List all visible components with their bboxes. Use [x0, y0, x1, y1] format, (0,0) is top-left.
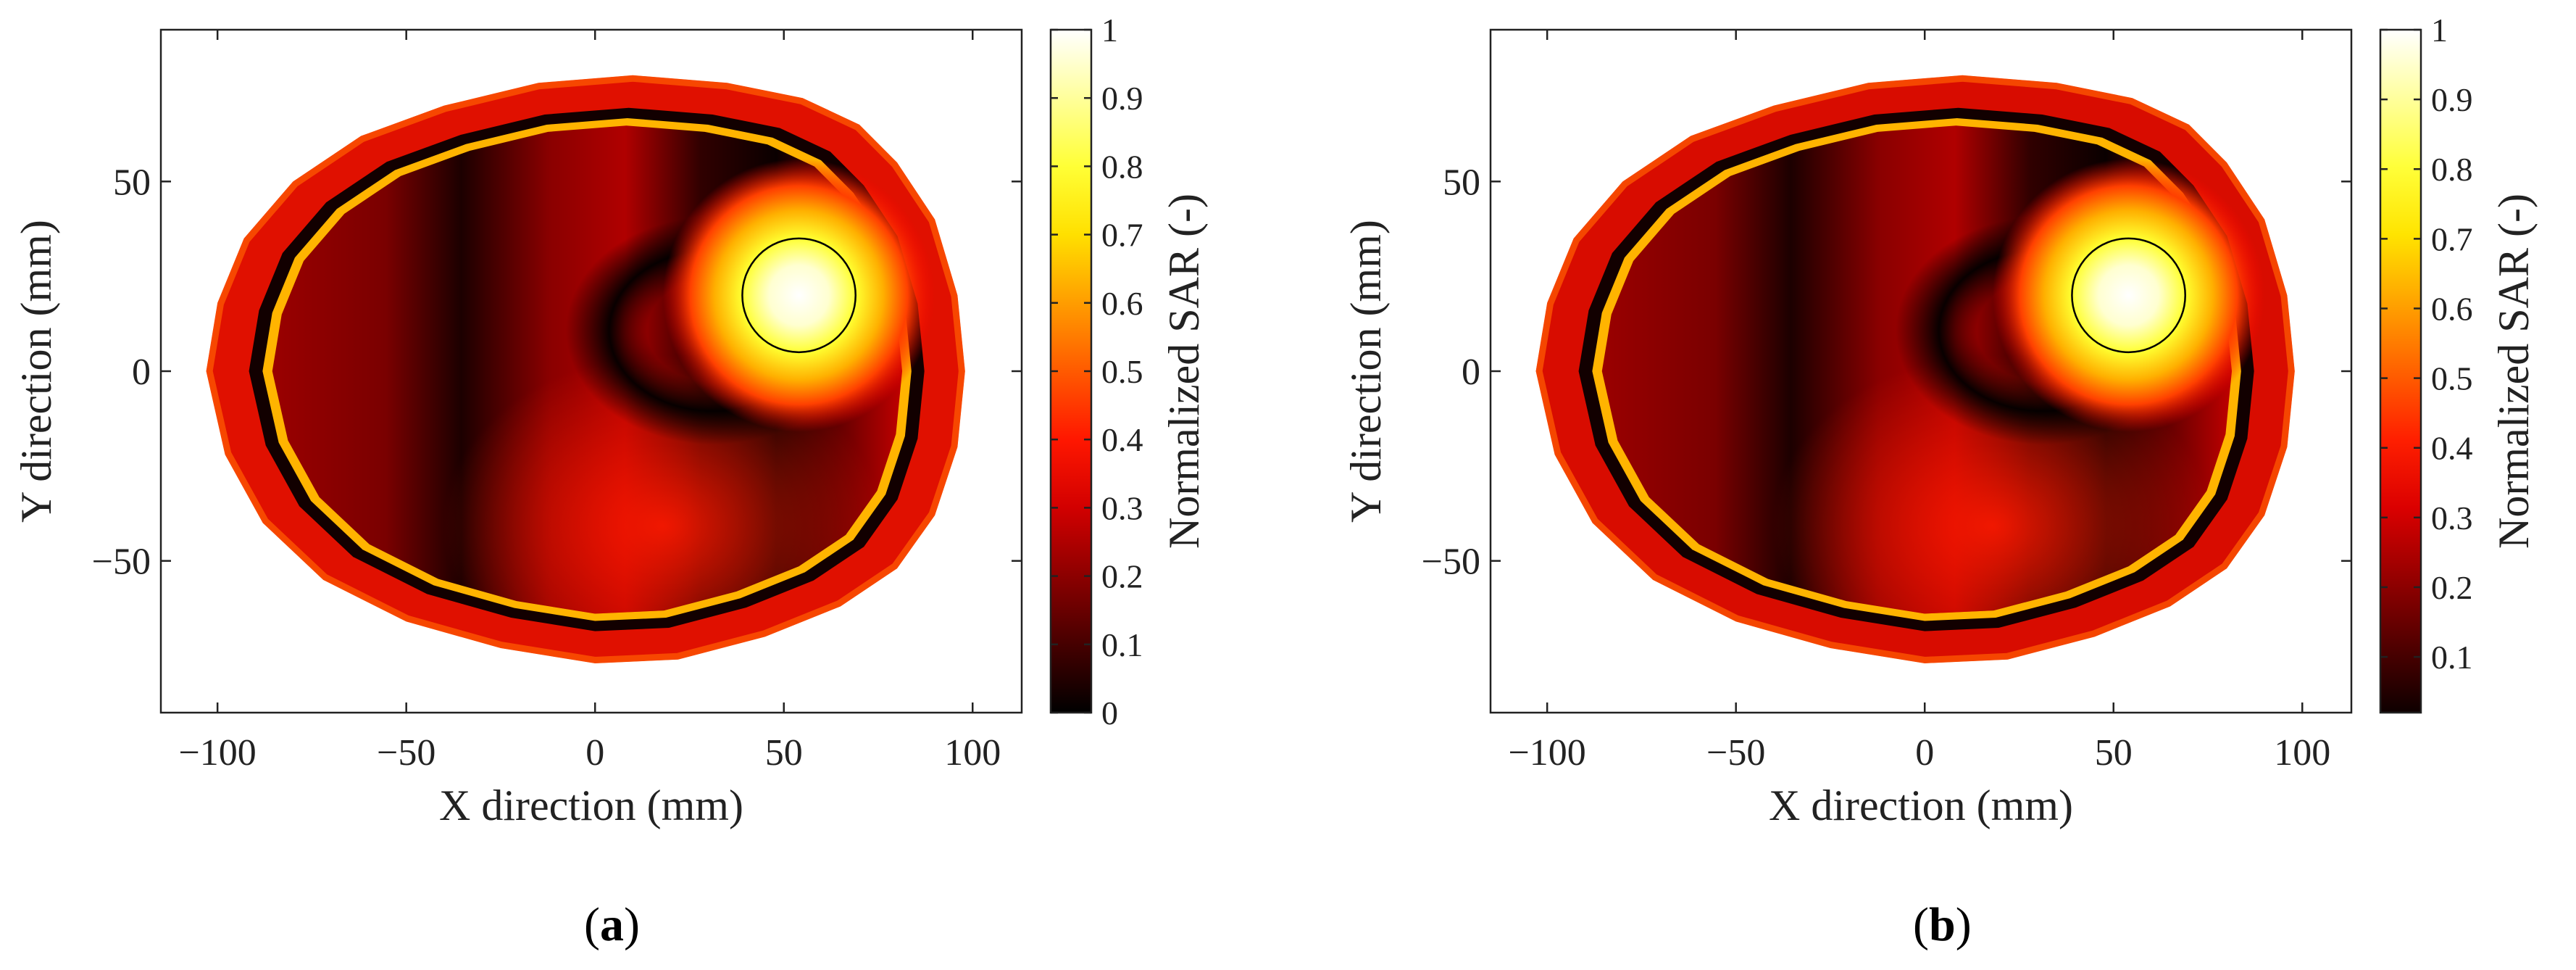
panel-label-a: (a): [584, 898, 640, 951]
y-tick-label: 50: [1443, 162, 1480, 203]
colorbar-tick-label: 0.8: [2431, 151, 2473, 188]
colorbar-tick-label: 0.3: [1101, 489, 1143, 526]
colorbar-tick-label: 0.6: [2431, 290, 2473, 327]
colorbar-tick-label: 0.1: [1101, 626, 1143, 663]
y-tick-label: 50: [113, 162, 151, 203]
colorbar-tick-label: 1: [2431, 12, 2448, 49]
x-tick-label: 100: [2274, 732, 2330, 774]
y-axis-label: Y direction (mm): [12, 220, 60, 523]
colorbar-tick-label: 0.4: [1101, 421, 1143, 458]
colorbar: [2379, 28, 2422, 714]
y-tick-label: −50: [1422, 542, 1480, 583]
colorbar-label: Normalized SAR (-): [1160, 194, 1208, 549]
sar-hotspot: [663, 158, 935, 432]
panel-label-b: (b): [1913, 898, 1972, 951]
colorbar-tick-label: 0.3: [2431, 499, 2473, 536]
y-tick-label: −50: [92, 542, 151, 583]
y-axis-label: Y direction (mm): [1342, 220, 1390, 523]
colorbar-tick-label: 0: [1101, 695, 1118, 731]
colorbar-tick-label: 0.5: [2431, 360, 2473, 397]
sar-heatmap: [206, 75, 965, 663]
x-tick-label: 50: [2095, 732, 2133, 774]
x-tick-label: −100: [1508, 732, 1585, 774]
x-tick-label: 0: [1915, 732, 1934, 774]
colorbar-tick-label: 0.4: [2431, 430, 2473, 467]
colorbar-label: Normalized SAR (-): [2490, 194, 2538, 549]
colorbar-tick-label: 1: [1101, 12, 1118, 49]
x-axis-label: X direction (mm): [439, 782, 743, 829]
colorbar-tick-label: 0.7: [1101, 217, 1143, 254]
colorbar-tick-label: 0.2: [1101, 558, 1143, 595]
x-tick-label: 50: [765, 732, 803, 774]
colorbar-tick-label: 0.9: [1101, 80, 1143, 117]
x-tick-label: −50: [377, 732, 435, 774]
colorbar-tick-label: 0.1: [2431, 639, 2473, 676]
colorbar-tick-label: 0.8: [1101, 148, 1143, 185]
y-tick-label: 0: [1462, 352, 1480, 393]
x-tick-label: 100: [944, 732, 1001, 774]
sar-hotspot: [1993, 158, 2265, 432]
x-tick-label: −50: [1706, 732, 1765, 774]
colorbar-tick-label: 0.9: [2431, 81, 2473, 118]
target-circle: [741, 237, 856, 354]
target-circle: [2071, 237, 2186, 354]
sar-heatmap: [1535, 75, 2295, 663]
colorbar-tick-label: 0.5: [1101, 353, 1143, 390]
colorbar-tick-label: 0.2: [2431, 569, 2473, 606]
x-axis-label: X direction (mm): [1769, 782, 2073, 829]
x-tick-label: 0: [585, 732, 604, 774]
colorbar-tick-label: 0.6: [1101, 285, 1143, 322]
colorbar-tick-label: 0.7: [2431, 220, 2473, 257]
x-tick-label: −100: [178, 732, 256, 774]
y-tick-label: 0: [132, 352, 151, 393]
